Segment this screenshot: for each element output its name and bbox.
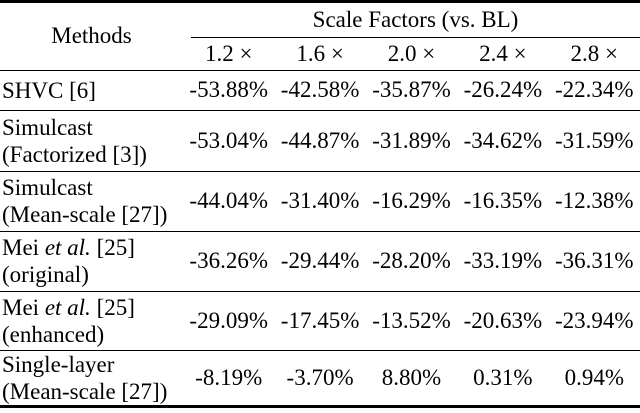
value-cell: -33.19% xyxy=(463,248,543,274)
table-row-simulcast-factorized: Simulcast (Factorized [3]) -53.04% -44.8… xyxy=(0,111,640,172)
scale-label-1-2x: 1.2 × xyxy=(204,40,253,66)
method-cell: Mei et al. [25] (enhanced) xyxy=(0,294,183,348)
scale-factors-header-group: Scale Factors (vs. BL) 1.2 × 1.6 × 2.0 ×… xyxy=(183,3,640,70)
method-cell: Mei et al. [25] (original) xyxy=(0,234,183,288)
value-cell: -16.35% xyxy=(463,188,543,214)
table-row-single-layer: Single-layer (Mean-scale [27]) -8.19% -3… xyxy=(0,351,640,405)
scale-label-2-4x: 2.4 × xyxy=(479,40,527,66)
method-line-2: (enhanced) xyxy=(2,321,105,347)
value-cell: -16.29% xyxy=(372,188,451,214)
method-line-1: Simulcast xyxy=(2,114,93,140)
table-row-shvc: SHVC [6] -53.88% -42.58% -35.87% -26.24%… xyxy=(0,71,640,111)
scale-label-2-8x: 2.8 × xyxy=(570,40,619,66)
scale-label-2-0x: 2.0 × xyxy=(387,40,436,66)
value-cell: -31.40% xyxy=(280,188,360,214)
method-line-1: Simulcast xyxy=(2,175,93,201)
top-rule xyxy=(0,0,640,3)
method-cell: Simulcast (Mean-scale [27]) xyxy=(0,174,183,228)
value-cell: -31.59% xyxy=(555,127,634,153)
table-row-simulcast-meanscale: Simulcast (Mean-scale [27]) -44.04% -31.… xyxy=(0,172,640,232)
value-cell: -8.19% xyxy=(195,365,263,390)
value-cell: -36.31% xyxy=(555,248,634,274)
method-line-1: Mei et al. [25] xyxy=(2,294,135,320)
value-cell: -22.34% xyxy=(555,77,634,103)
value-cell: -17.45% xyxy=(280,307,360,333)
value-cell: -13.52% xyxy=(372,307,451,333)
method-line-2: (original) xyxy=(2,262,89,288)
scale-factor-subheader-row: 1.2 × 1.6 × 2.0 × 2.4 × 2.8 × xyxy=(183,38,640,70)
value-cell: -53.88% xyxy=(189,77,268,103)
value-cell: -44.87% xyxy=(280,127,360,153)
bottom-double-rule xyxy=(0,405,640,408)
method-line-2: (Mean-scale [27]) xyxy=(2,202,168,228)
value-cell: -53.04% xyxy=(189,127,268,153)
value-cell: -28.20% xyxy=(372,248,451,274)
value-cell: -44.04% xyxy=(189,188,268,214)
value-cell: -31.89% xyxy=(372,127,451,153)
method-line-1: SHVC [6] xyxy=(2,77,96,103)
value-cell: -20.63% xyxy=(463,307,543,333)
value-cell: 0.94% xyxy=(564,365,624,390)
table-row-mei-original: Mei et al. [25] (original) -36.26% -29.4… xyxy=(0,232,640,292)
scale-label-1-6x: 1.6 × xyxy=(296,40,344,66)
method-line-2: (Factorized [3]) xyxy=(2,141,147,167)
scale-factors-group-label: Scale Factors (vs. BL) xyxy=(191,3,640,38)
value-cell: -29.44% xyxy=(280,248,360,274)
value-cell: -36.26% xyxy=(189,248,268,274)
value-cell: 8.80% xyxy=(381,365,442,390)
method-cell: Single-layer (Mean-scale [27]) xyxy=(0,351,183,405)
value-cell: -12.38% xyxy=(555,188,634,214)
value-cell: -3.70% xyxy=(286,365,354,390)
method-line-1: Mei et al. [25] xyxy=(2,235,135,261)
value-cell: -34.62% xyxy=(463,127,543,153)
value-cell: -26.24% xyxy=(463,77,543,103)
method-cell: SHVC [6] xyxy=(0,77,183,104)
method-cell: Simulcast (Factorized [3]) xyxy=(0,114,183,168)
methods-column-header: Methods xyxy=(51,23,132,49)
value-cell: -42.58% xyxy=(280,77,360,103)
value-cell: 0.31% xyxy=(473,365,533,390)
table-row-mei-enhanced: Mei et al. [25] (enhanced) -29.09% -17.4… xyxy=(0,292,640,351)
method-line-2: (Mean-scale [27]) xyxy=(2,379,168,404)
value-cell: -35.87% xyxy=(372,77,451,103)
value-cell: -29.09% xyxy=(189,307,268,333)
table-header: Methods Scale Factors (vs. BL) 1.2 × 1.6… xyxy=(0,3,640,71)
value-cell: -23.94% xyxy=(555,307,634,333)
method-line-1: Single-layer xyxy=(2,352,115,377)
